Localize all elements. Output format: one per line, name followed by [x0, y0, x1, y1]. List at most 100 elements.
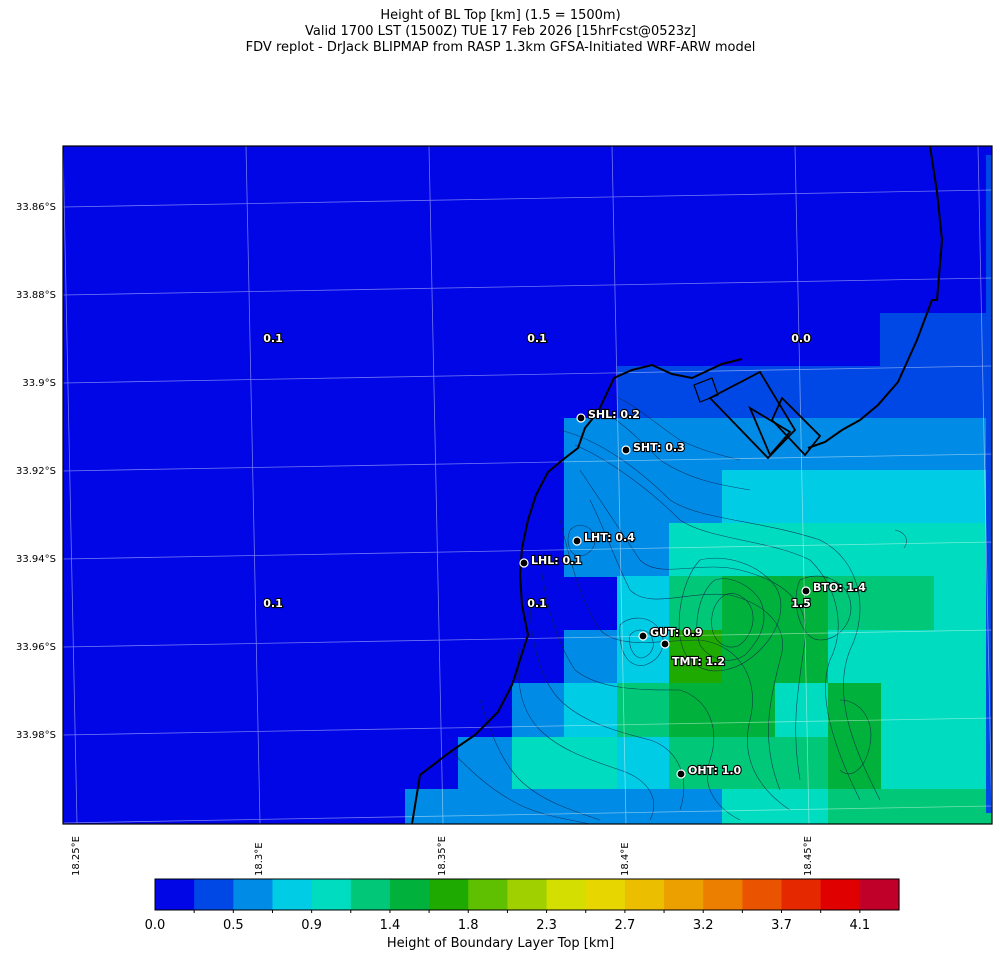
colorbar-swatch — [272, 879, 313, 910]
bl-cell — [828, 630, 992, 684]
colorbar-tick-label: 2.3 — [536, 918, 557, 933]
colorbar-swatch — [781, 879, 822, 910]
grid-value-label: 1.5 — [791, 597, 811, 610]
station-label-lhl: LHL: 0.1 — [531, 554, 582, 567]
station-label-bto: BTO: 1.4 — [813, 581, 866, 594]
graticule-lat-line — [63, 189, 992, 208]
grid-value-label: 0.0 — [791, 332, 811, 345]
graticule-lon-line — [977, 146, 992, 824]
bl-cell — [722, 630, 828, 684]
graticule-lon-line — [428, 146, 444, 824]
bl-cell — [828, 683, 881, 737]
colorbar-tick-label: 3.2 — [692, 918, 714, 933]
station-label-sht: SHT: 0.3 — [633, 441, 685, 454]
bl-cell — [986, 155, 992, 813]
bl-cell — [828, 576, 934, 630]
bl-cell — [828, 366, 992, 420]
station-marker-shl — [576, 413, 586, 423]
station-label-oht: OHT: 1.0 — [688, 764, 742, 777]
station-marker-sht — [621, 445, 631, 455]
model-source-subtitle: FDV replot - DrJack BLIPMAP from RASP 1.… — [245, 40, 756, 55]
grid-value-label: 0.1 — [527, 597, 547, 610]
graticule-lon-line — [794, 146, 810, 824]
colorbar-tick-label: 4.1 — [849, 918, 871, 933]
colorbar-swatch — [703, 879, 743, 910]
chart-title: Height of BL Top [km] (1.5 = 1500m) — [380, 8, 621, 23]
lon-label: 18.4°E — [620, 842, 631, 876]
bl-cell — [617, 576, 669, 630]
harbour-pier — [770, 396, 822, 457]
graticule — [63, 146, 992, 824]
harbour-basin — [693, 377, 719, 403]
coastline-west — [411, 358, 743, 824]
bl-cell — [564, 630, 617, 684]
colorbar-swatch — [507, 879, 548, 910]
lat-label: 33.9°S — [22, 378, 56, 389]
lat-label: 33.86°S — [16, 202, 56, 213]
colorbar — [155, 879, 900, 910]
colorbar-swatch — [546, 879, 587, 910]
lon-label: 18.25°E — [71, 836, 82, 876]
bl-cell — [828, 470, 992, 524]
colorbar-swatch — [468, 879, 509, 910]
bl-cell — [722, 576, 828, 630]
bl-cell — [934, 576, 992, 630]
lat-label: 33.98°S — [16, 730, 56, 741]
grid-value-label: 0.1 — [263, 332, 283, 345]
station-markers — [519, 413, 811, 779]
graticule-lon-line — [63, 146, 78, 824]
colorbar-swatch — [664, 879, 704, 910]
bl-cell — [512, 737, 617, 791]
station-marker-lht — [572, 536, 582, 546]
station-marker-lhl — [519, 558, 529, 568]
bl-cell — [881, 737, 992, 791]
colorbar-swatch — [233, 879, 274, 910]
lat-label: 33.96°S — [16, 642, 56, 653]
graticule-lon-line — [245, 146, 261, 824]
lat-label: 33.88°S — [16, 290, 56, 301]
colorbar-frame — [154, 878, 900, 911]
station-marker-bto — [801, 586, 811, 596]
colorbar-tick-label: 0.0 — [144, 918, 166, 933]
map-plot-area — [63, 146, 992, 824]
bl-cell — [669, 576, 722, 630]
bl-field-cells — [405, 155, 992, 824]
lon-label: 18.35°E — [437, 836, 448, 876]
graticule-lat-line — [63, 805, 992, 824]
valid-time-subtitle: Valid 1700 LST (1500Z) TUE 17 Feb 2026 [… — [304, 24, 697, 39]
lat-label: 33.92°S — [16, 466, 56, 477]
colorbar-swatch — [311, 879, 352, 910]
colorbar-tick-label: 0.5 — [222, 918, 244, 933]
grid-value-label: 0.1 — [263, 597, 283, 610]
station-label-gut: GUT: 0.9 — [650, 626, 703, 639]
colorbar-tick-label: 3.7 — [771, 918, 792, 933]
colorbar-swatch — [585, 879, 626, 910]
station-marker-oht — [676, 769, 686, 779]
colorbar-swatch — [859, 879, 900, 910]
lat-label: 33.94°S — [16, 554, 56, 565]
bl-cell — [828, 789, 992, 824]
colorbar-swatch — [155, 879, 195, 910]
colorbar-tick-label: 1.8 — [457, 918, 479, 933]
colorbar-swatch — [429, 879, 469, 910]
station-label-tmt: TMT: 1.2 — [672, 655, 725, 668]
bl-cell — [512, 683, 564, 737]
colorbar-swatch — [389, 879, 430, 910]
grid-value-labels: 0.1 0.1 0.0 0.1 0.1 1.5 — [262, 331, 812, 611]
station-label-shl: SHL: 0.2 — [588, 408, 640, 421]
station-marker-gut — [638, 631, 648, 641]
bl-cell — [458, 737, 512, 791]
colorbar-swatch — [624, 879, 665, 910]
graticule-lon-line — [611, 146, 627, 824]
station-label-lht: LHT: 0.4 — [584, 531, 635, 544]
colorbar-label: Height of Boundary Layer Top [km] — [386, 936, 615, 951]
coastline-east — [807, 146, 944, 449]
bl-cell — [828, 737, 881, 791]
bl-cell — [669, 523, 992, 577]
harbour-jetty — [748, 405, 792, 457]
bl-cell — [722, 470, 828, 524]
graticule-lat-line — [63, 365, 992, 384]
graticule-lat-line — [63, 541, 992, 560]
lon-label: 18.3°E — [254, 842, 265, 876]
